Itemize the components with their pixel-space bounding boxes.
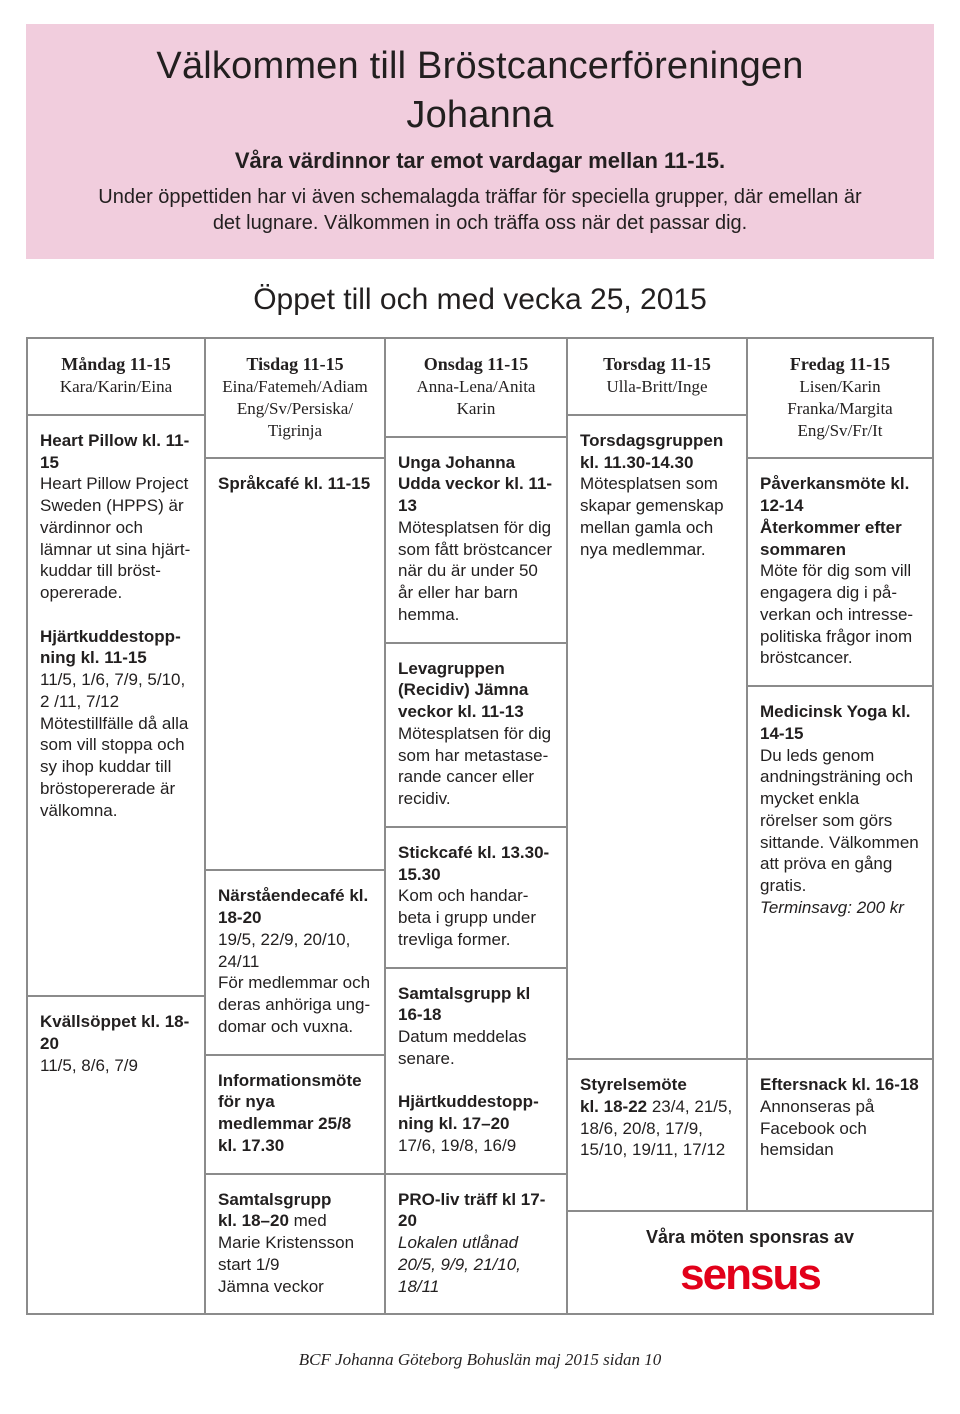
eftersnack-title: Eftersnack kl. 16-18 xyxy=(760,1075,919,1094)
thu-group: Torsdagsgruppen kl. 11.30-14.30 Mötespla… xyxy=(568,416,746,1060)
col-wednesday: Onsdag 11-15 Anna-Lena/Anita Karin Unga … xyxy=(386,339,568,1313)
day-label: Fredag 11-15 xyxy=(760,353,920,376)
day-label: Tisdag 11-15 xyxy=(218,353,372,376)
paverkan-sub: Återkommer efter sommaren xyxy=(760,518,902,559)
wed-hks-dates: 17/6, 19/8, 16/9 xyxy=(398,1135,554,1157)
header-tuesday: Tisdag 11-15 Eina/Fatemeh/Adiam Eng/Sv/P… xyxy=(206,339,384,459)
col-tuesday: Tisdag 11-15 Eina/Fatemeh/Adiam Eng/Sv/P… xyxy=(206,339,386,1313)
wed-samtal-body: Datum meddelas senare. xyxy=(398,1026,554,1070)
sponsor-cell: Våra möten sponsras av sensus xyxy=(568,1210,932,1313)
col-thursday: Torsdag 11-15 Ulla-Britt/Inge Torsdagsgr… xyxy=(568,339,748,1210)
header-thursday: Torsdag 11-15 Ulla-Britt/Inge xyxy=(568,339,746,416)
leva-title: Levagruppen (Recidiv) Jämna veckor kl. 1… xyxy=(398,659,528,722)
torsdagsgrupp-body: Mötesplatsen som skapar gemenskap mellan… xyxy=(580,473,734,560)
wed-samtal-title: Samtalsgrupp kl 16-18 xyxy=(398,984,530,1025)
hosts-label: Ulla-Britt/Inge xyxy=(580,376,734,398)
sprakcafe-title: Språkcafé kl. 11-15 xyxy=(218,474,370,493)
header-friday: Fredag 11-15 Lisen/Karin Franka/Margita … xyxy=(748,339,932,459)
pro-title: PRO-liv träff kl 17-20 xyxy=(398,1190,545,1231)
mon-evening: Kvällsöppet kl. 18-20 11/5, 8/6, 7/9 xyxy=(28,997,204,1313)
wed-leva: Levagruppen (Recidiv) Jämna veckor kl. 1… xyxy=(386,644,566,828)
footer-text: BCF Johanna Göteborg Bohuslän maj 2015 s… xyxy=(26,1349,934,1371)
stick-body: Kom och handar­beta i grupp under trevli… xyxy=(398,885,554,950)
wed-samtal: Samtalsgrupp kl 16-18 Datum meddelas sen… xyxy=(386,969,566,1175)
wed-pro: PRO-liv träff kl 17-20 Lokalen utlånad 2… xyxy=(386,1175,566,1314)
samtal-body2: Jämna veckor xyxy=(218,1276,372,1298)
samtal-title: Samtalsgrupp xyxy=(218,1190,331,1209)
header-wednesday: Onsdag 11-15 Anna-Lena/Anita Karin xyxy=(386,339,566,438)
hks-body: Mötestillfälle då alla som vill stoppa o… xyxy=(40,713,192,822)
unga-title: Unga Johanna Udda veckor kl. 11-13 xyxy=(398,453,552,516)
leva-body: Mötesplatsen för dig som har metastase­r… xyxy=(398,723,554,810)
banner-subtitle-2: Under öppettiden har vi även schemalagda… xyxy=(86,185,874,236)
wed-hks-title: Hjärtkuddestopp­ning kl. 17–20 xyxy=(398,1092,539,1133)
yoga-body: Du leds genom andningsträning och mycket… xyxy=(760,745,920,897)
welcome-banner: Välkommen till Bröstcancerföreningen Joh… xyxy=(26,24,934,259)
tue-samtal: Samtalsgrupp kl. 18–20 med Marie Kristen… xyxy=(206,1175,384,1314)
tue-narstaende: Närståendecafé kl. 18-20 19/5, 22/9, 20/… xyxy=(206,871,384,1055)
fri-yoga: Medicinsk Yoga kl. 14-15 Du leds genom a… xyxy=(748,687,932,1060)
col-monday: Måndag 11-15 Kara/Karin/Eina Heart Pillo… xyxy=(28,339,206,1313)
torsdagsgrupp-title: Torsdagsgruppen kl. 11.30-14.30 xyxy=(580,431,723,472)
narstaende-dates: 19/5, 22/9, 20/10, 24/11 xyxy=(218,929,372,973)
heart-pillow-body: Heart Pillow Project Sweden (HPPS) är vä… xyxy=(40,473,192,604)
hosts-label: Lisen/Karin Franka/Margita xyxy=(760,376,920,420)
yoga-fee: Terminsavg: 200 kr xyxy=(760,898,904,917)
styrelse-time: kl. 18-22 xyxy=(580,1097,647,1116)
lang-label: Eng/Sv/Persiska/ Tigrinja xyxy=(218,398,372,442)
fri-eftersnack: Eftersnack kl. 16-18 Annonseras på Face­… xyxy=(748,1060,932,1210)
pro-dates: 20/5, 9/9, 21/10, 18/11 xyxy=(398,1255,521,1296)
header-monday: Måndag 11-15 Kara/Karin/Eina xyxy=(28,339,204,416)
thu-styrelse: Styrelsemöte kl. 18-22 23/4, 21/5, 18/6,… xyxy=(568,1060,746,1210)
hosts-label: Kara/Karin/Eina xyxy=(40,376,192,398)
hks-title: Hjärtkuddestopp­ning kl. 11-15 xyxy=(40,627,181,668)
tue-info: Informationsmöte för nya medlemmar 25/8 … xyxy=(206,1056,384,1175)
mon-daytime: Heart Pillow kl. 11-15 Heart Pillow Proj… xyxy=(28,416,204,998)
styrelse-title: Styrelsemöte xyxy=(580,1075,687,1094)
hosts-label: Anna-Lena/Anita Karin xyxy=(398,376,554,420)
fri-paverkan: Påverkansmöte kl. 12-14 Återkommer efter… xyxy=(748,459,932,687)
info-title: Informationsmöte för nya medlemmar 25/8 … xyxy=(218,1071,362,1155)
sponsor-label: Våra möten sponsras av xyxy=(646,1227,854,1247)
paverkan-title: Påverkansmöte kl. 12-14 xyxy=(760,474,909,515)
thu-fri-wrapper: Torsdag 11-15 Ulla-Britt/Inge Torsdagsgr… xyxy=(568,339,932,1313)
schedule-grid: Måndag 11-15 Kara/Karin/Eina Heart Pillo… xyxy=(26,337,934,1315)
sensus-logo: sensus xyxy=(580,1253,920,1297)
open-until-heading: Öppet till och med vecka 25, 2015 xyxy=(26,281,934,319)
paverkan-body: Möte för dig som vill engagera dig i på­… xyxy=(760,560,920,669)
day-label: Torsdag 11-15 xyxy=(580,353,734,376)
pro-sub: Lokalen utlånad xyxy=(398,1233,518,1252)
banner-subtitle-1: Våra värdinnor tar emot vardagar mellan … xyxy=(86,147,874,175)
heart-pillow-title: Heart Pillow kl. 11-15 xyxy=(40,431,189,472)
wed-unga: Unga Johanna Udda veckor kl. 11-13 Mötes… xyxy=(386,438,566,644)
hks-dates: 11/5, 1/6, 7/9, 5/10, 2 /11, 7/12 xyxy=(40,669,192,713)
narstaende-body: För medlemmar och deras anhöriga ung­dom… xyxy=(218,972,372,1037)
col-friday: Fredag 11-15 Lisen/Karin Franka/Margita … xyxy=(748,339,932,1210)
page-title: Välkommen till Bröstcancerföreningen Joh… xyxy=(86,42,874,139)
stick-title: Stickcafé kl. 13.30-15.30 xyxy=(398,843,549,884)
yoga-title: Medicinsk Yoga kl. 14-15 xyxy=(760,702,911,743)
samtal-time: kl. 18–20 xyxy=(218,1211,289,1230)
hosts-label: Eina/Fatemeh/Adiam xyxy=(218,376,372,398)
day-label: Onsdag 11-15 xyxy=(398,353,554,376)
lang-label: Eng/Sv/Fr/It xyxy=(760,420,920,442)
eftersnack-body: Annonseras på Face­book och hemsidan xyxy=(760,1096,920,1161)
narstaende-title: Närståendecafé kl. 18-20 xyxy=(218,886,368,927)
evening-open-title: Kvällsöppet kl. 18-20 xyxy=(40,1012,189,1053)
unga-body: Mötesplatsen för dig som fått bröst­canc… xyxy=(398,517,554,626)
wed-stick: Stickcafé kl. 13.30-15.30 Kom och handar… xyxy=(386,828,566,969)
day-label: Måndag 11-15 xyxy=(40,353,192,376)
evening-open-dates: 11/5, 8/6, 7/9 xyxy=(40,1055,192,1077)
tue-daytime: Språkcafé kl. 11-15 xyxy=(206,459,384,871)
